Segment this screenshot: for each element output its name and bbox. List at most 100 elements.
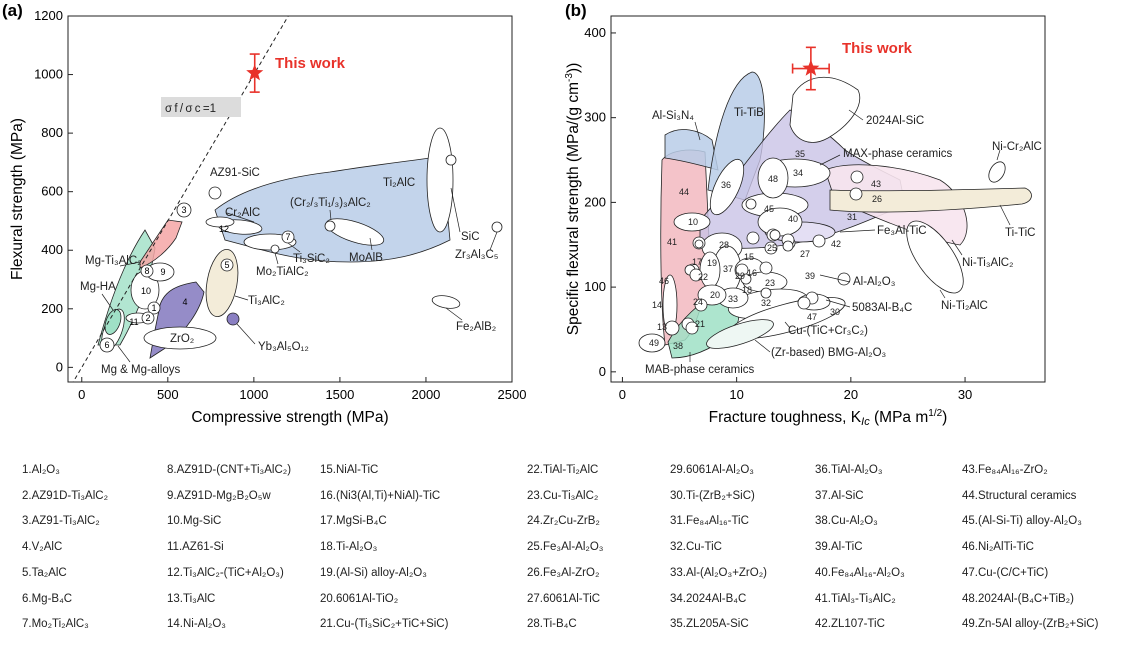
legend-item: 12.Ti₃AlC₂-(TiC+Al₂O₃) — [167, 566, 284, 579]
legend-item: 28.Ti-B₄C — [527, 618, 577, 631]
region-36 — [709, 158, 745, 216]
marker-34: 34 — [793, 168, 803, 178]
legend-item: 15.NiAl-TiC — [320, 464, 379, 476]
this-work-star-a — [246, 53, 264, 93]
legend-item: 33.Al-(Al₂O₃+ZrO₂) — [670, 566, 767, 579]
axes-frame — [610, 15, 1046, 383]
y-tick-label: 0 — [599, 364, 606, 379]
marker-47: 47 — [807, 312, 817, 322]
label-ni-cr2alc: Ni-Cr₂AlC — [992, 141, 1042, 153]
label-bmg: (Zr-based) BMG-Al₂O₃ — [771, 347, 887, 359]
legend-item: 39.Al-TiC — [815, 541, 863, 554]
label-mo2tialc2: Mo₂TiAlC₂ — [256, 266, 309, 278]
marker-44: 44 — [679, 187, 689, 197]
legend-item: 11.AZ61-Si — [167, 541, 224, 554]
y-tick-label: 200 — [41, 301, 63, 316]
marker-43: 43 — [871, 179, 881, 189]
legend-item: 29.6061Al-Al₂O₃ — [670, 464, 754, 476]
x-tick-label: 20 — [844, 387, 858, 402]
x-axis-label: Fracture toughness, KIc (MPa m1/2) — [709, 408, 948, 428]
region-ti3alc2 — [205, 249, 239, 317]
y-tick-label: 200 — [584, 194, 606, 209]
legend-item: 35.ZL205A-SiC — [670, 618, 749, 631]
y-tick-label: 100 — [584, 279, 606, 294]
marker-11: 11 — [129, 317, 138, 327]
marker-33: 33 — [728, 294, 738, 304]
y-axis-label: Flexural strength (MPa) — [9, 118, 26, 280]
point-crti — [324, 220, 336, 232]
legend-item: 13.Ti₃AlC — [167, 592, 216, 605]
marker-31: 31 — [847, 212, 857, 222]
region-2024al-sic — [789, 76, 860, 143]
label-moalb: MoAlB — [349, 252, 383, 264]
panel-a: (a) 0 500 1000 1500 2000 2500 0 200 400 600 800 100… — [2, 1, 526, 426]
this-work-star-b — [791, 46, 830, 91]
marker-37: 37 — [723, 264, 733, 274]
legend-item: 45.(Al-Si-Ti) alloy-Al₂O₃ — [962, 515, 1082, 528]
marker-28: 28 — [719, 240, 729, 250]
label-zro2: ZrO₂ — [170, 333, 194, 345]
label-sic: SiC — [461, 231, 480, 243]
marker-b-10: 10 — [688, 217, 698, 227]
point-yb3al5o12 — [226, 312, 240, 326]
legend-item: 25.Fe₃Al-Al₂O₃ — [527, 541, 604, 554]
label-5083al-b4c: 5083Al-B₄C — [852, 302, 912, 314]
x-axis-label: Compressive strength (MPa) — [191, 409, 388, 426]
y-tick-label: 1200 — [34, 8, 63, 23]
legend-item: 34.2024Al-B₄C — [670, 592, 747, 605]
marker-6: 6 — [104, 340, 109, 350]
marker-13: 13 — [657, 322, 667, 332]
panel-a-annotations: σ f / σ c =1 AZ91-SiC Cr₂AlC (Cr₂/₃Ti₁/₃… — [80, 55, 499, 376]
label-this-work-a: This work — [275, 55, 346, 72]
label-ti-tic: Ti-TiC — [1005, 227, 1035, 239]
marker-45: 45 — [764, 204, 774, 214]
marker-25: 25 — [767, 243, 777, 253]
panel-a-leaders — [101, 187, 498, 363]
x-tick-label: 0 — [619, 387, 626, 402]
label-fe2alb2: Fe₂AlB₂ — [456, 321, 496, 333]
legend-item: 47.Cu-(C/C+TiC) — [962, 566, 1049, 579]
marker-32: 32 — [761, 298, 771, 308]
label-ni-ti3alc2: Ni-Ti₃AlC₂ — [962, 257, 1014, 269]
marker-1: 1 — [151, 303, 156, 313]
legend-item: 42.ZL107-TiC — [815, 618, 885, 631]
region-mg-ti3alc2 — [139, 219, 183, 269]
marker-22: 22 — [698, 272, 708, 282]
x-tick-label: 1000 — [239, 387, 268, 402]
legend-item: 44.Structural ceramics — [962, 489, 1077, 502]
legend-item: 3.AZ91-Ti₃AlC₂ — [22, 515, 100, 528]
legend-item: 9.AZ91D-Mg₂B₂O₅w — [167, 489, 271, 502]
label-az91-sic: AZ91-SiC — [210, 167, 260, 179]
label-mg-ha: Mg-HA — [80, 281, 116, 293]
region-ni-cr2alc — [988, 161, 1006, 183]
marker-39: 39 — [805, 271, 815, 281]
numbered-markers-b: 10 13 14 15 16 17 18 19 20 21 22 23 24 2… — [649, 149, 882, 351]
legend-item: 5.Ta₂AlC — [22, 566, 67, 579]
marker-49: 49 — [649, 338, 659, 348]
axes-frame — [67, 15, 513, 383]
numbered-markers-a: 1 2 3 4 5 6 7 8 9 10 11 12 — [99, 202, 295, 353]
label-cr2alc: Cr₂AlC — [225, 207, 260, 219]
legend-item: 36.TiAl-Al₂O₃ — [815, 464, 883, 476]
legend-item: 14.Ni-Al₂O₃ — [167, 618, 226, 631]
legend-item: 1.Al₂O₃ — [22, 464, 60, 476]
marker-35: 35 — [795, 149, 805, 159]
label-max-phase: MAX-phase ceramics — [843, 148, 953, 160]
marker-7: 7 — [285, 232, 290, 242]
legend-item: 31.Fe₈₄Al₁₆-TiC — [670, 515, 749, 528]
region-49 — [638, 333, 666, 353]
marker-42: 42 — [831, 239, 841, 249]
marker-27: 27 — [800, 249, 810, 259]
legend-item: 37.Al-SiC — [815, 489, 864, 502]
legend-item: 6.Mg-B₄C — [22, 592, 73, 605]
region-48 — [757, 157, 789, 199]
region-fe2alb2 — [431, 295, 461, 309]
legend-item: 48.2024Al-(B₄C+TiB₂) — [962, 592, 1074, 605]
label-fe3al-tic: Fe₃Al-TiC — [877, 225, 927, 237]
legend-item: 4.V₂AlC — [22, 541, 63, 554]
ratio-label-box — [161, 97, 241, 117]
x-tick-label: 1500 — [325, 387, 354, 402]
marker-8: 8 — [144, 266, 149, 276]
marker-46: 46 — [659, 276, 669, 286]
